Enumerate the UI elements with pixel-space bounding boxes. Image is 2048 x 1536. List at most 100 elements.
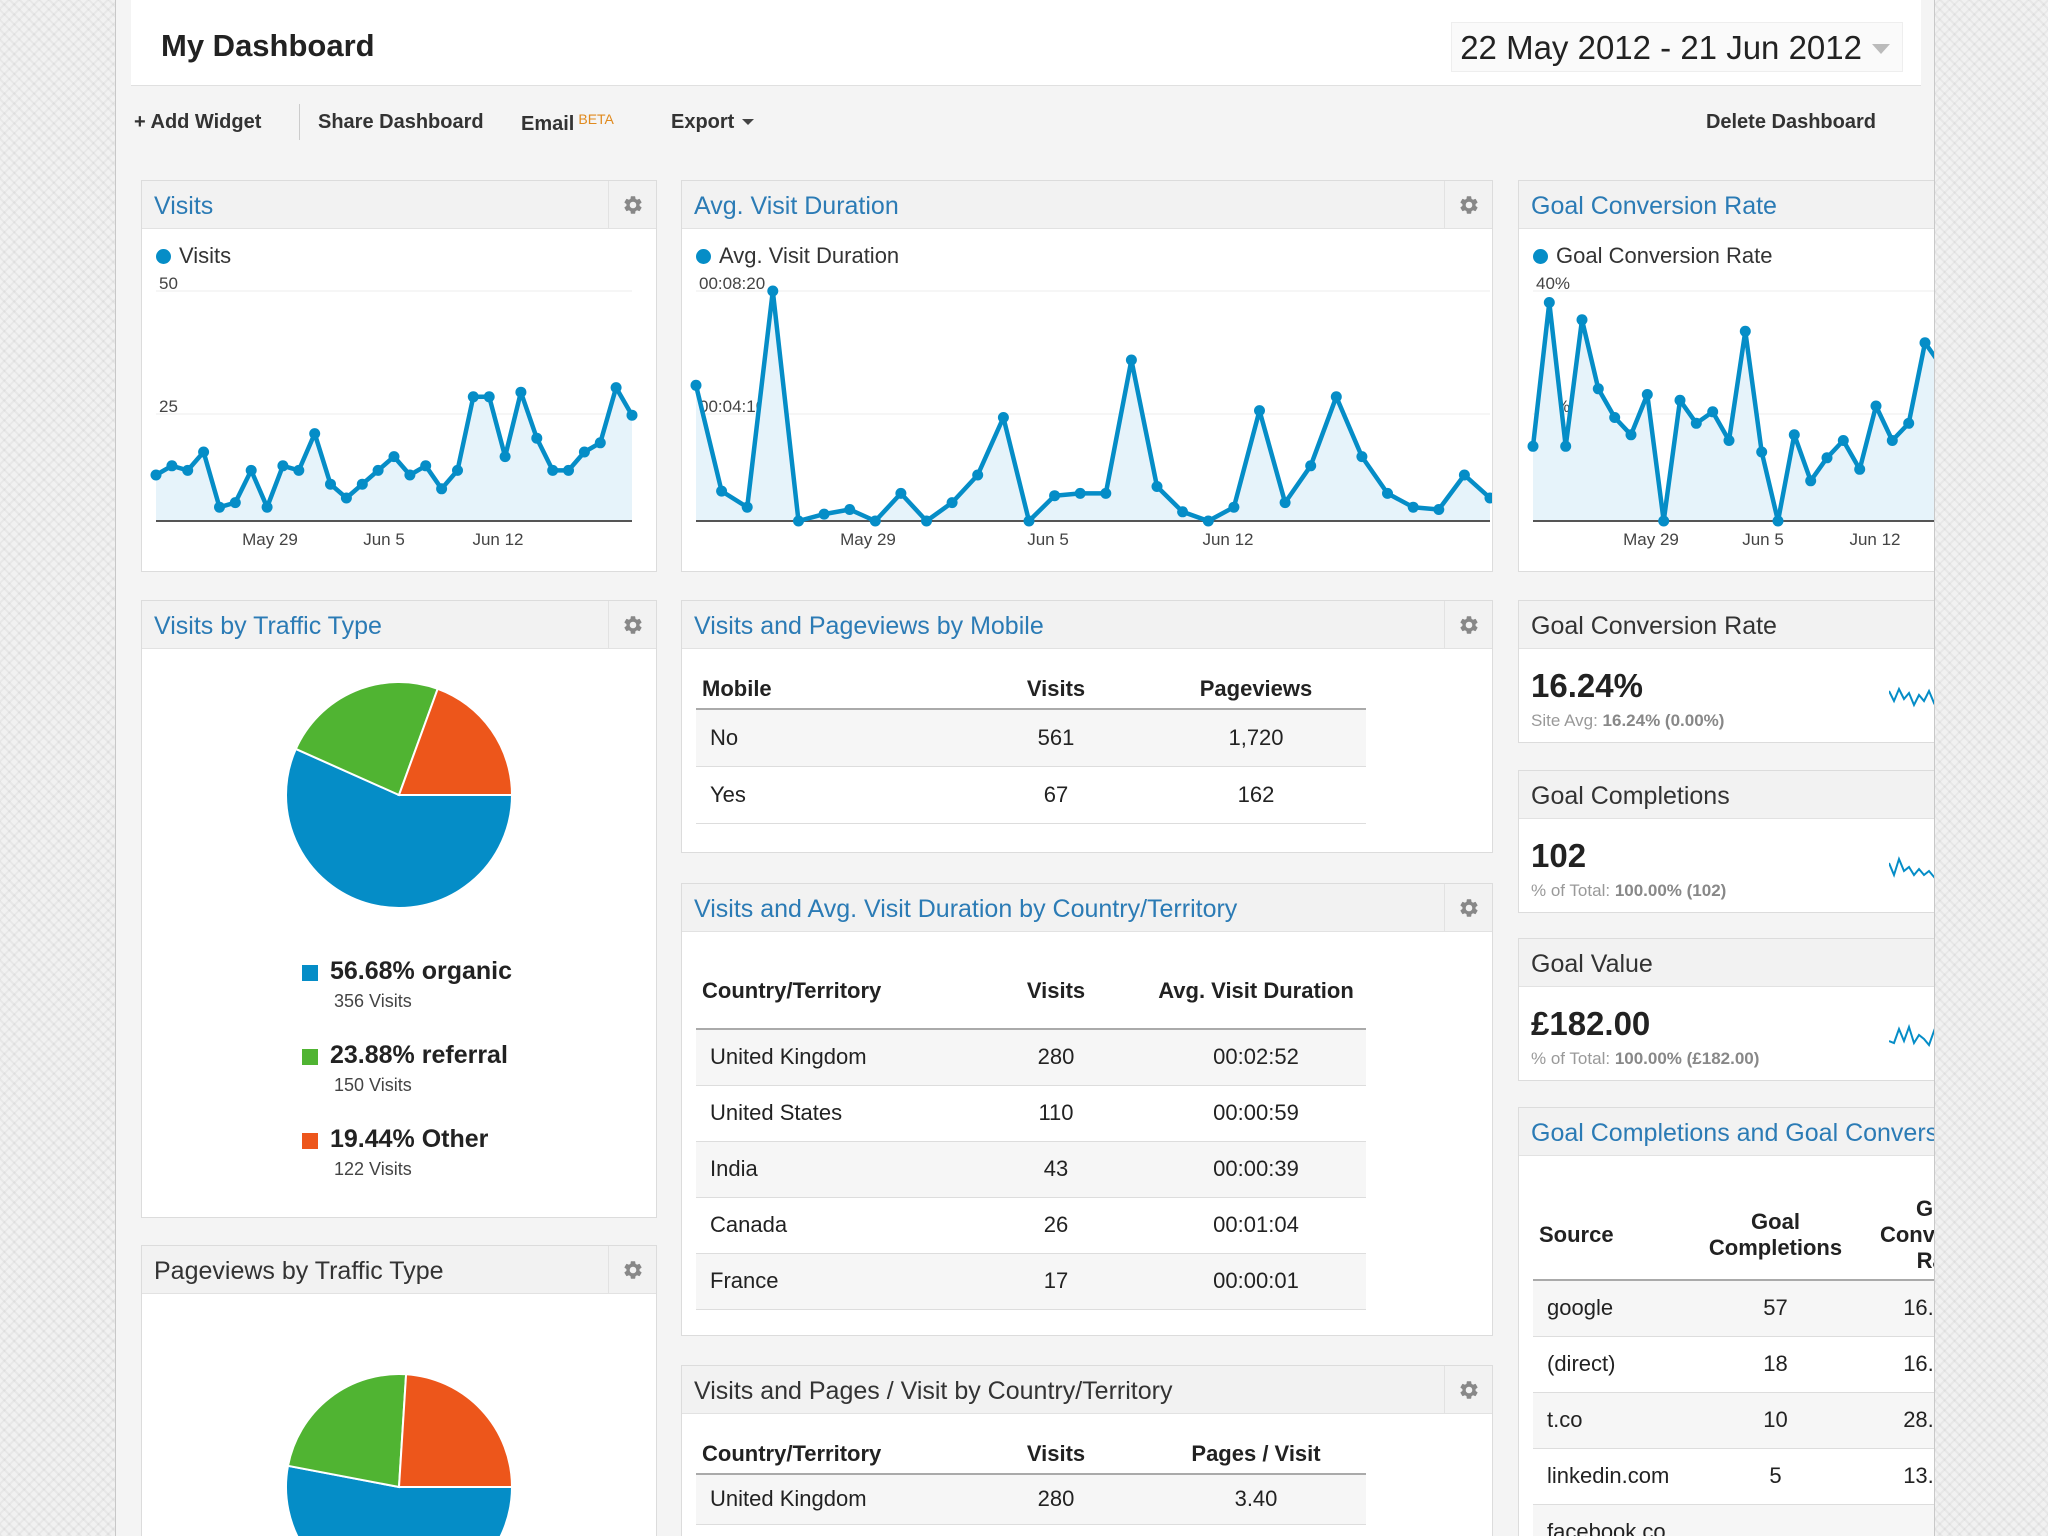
data-point[interactable] bbox=[499, 451, 511, 463]
data-point[interactable] bbox=[1254, 405, 1265, 417]
data-point[interactable] bbox=[166, 460, 178, 472]
data-point[interactable] bbox=[793, 515, 804, 527]
widget-settings-button[interactable] bbox=[1444, 181, 1492, 229]
data-point[interactable] bbox=[741, 501, 753, 513]
data-point[interactable] bbox=[1723, 435, 1735, 446]
visits-pie-chart[interactable] bbox=[142, 649, 657, 939]
export-dropdown[interactable]: Export bbox=[671, 111, 755, 134]
data-point[interactable] bbox=[515, 386, 527, 398]
data-point[interactable] bbox=[594, 437, 606, 449]
data-point[interactable] bbox=[1625, 429, 1637, 441]
data-point[interactable] bbox=[1739, 325, 1751, 337]
data-point[interactable] bbox=[1903, 417, 1915, 429]
column-header[interactable]: Visits bbox=[966, 954, 1146, 1030]
data-point[interactable] bbox=[1592, 383, 1604, 395]
data-point[interactable] bbox=[1707, 406, 1719, 418]
avg-duration-line-chart[interactable]: 00:08:20 00:04:10 May 29 Jun 5 Jun 12 bbox=[682, 229, 1493, 572]
data-point[interactable] bbox=[1202, 515, 1214, 527]
data-point[interactable] bbox=[1125, 354, 1137, 366]
pie-slice-other[interactable] bbox=[397, 687, 514, 796]
data-point[interactable] bbox=[690, 379, 702, 391]
column-header[interactable]: Visits bbox=[966, 1434, 1146, 1475]
data-point[interactable] bbox=[1458, 469, 1470, 481]
column-header[interactable]: Visits bbox=[966, 669, 1146, 710]
widget-header[interactable]: Visits and Pageviews by Mobile bbox=[682, 601, 1492, 649]
widget-header[interactable]: Pageviews by Traffic Type bbox=[142, 1246, 656, 1294]
pageviews-pie-chart[interactable] bbox=[142, 1294, 657, 1536]
widget-header[interactable]: Goal Completions and Goal Conversi... bbox=[1519, 1108, 1934, 1156]
column-header[interactable]: Country/Territory bbox=[696, 954, 966, 1030]
widget-settings-button[interactable] bbox=[1444, 884, 1492, 932]
data-point[interactable] bbox=[1674, 394, 1686, 406]
data-point[interactable] bbox=[1805, 475, 1817, 487]
column-header[interactable]: Source bbox=[1533, 1190, 1693, 1281]
data-point[interactable] bbox=[578, 446, 590, 458]
data-point[interactable] bbox=[1049, 490, 1061, 502]
data-point[interactable] bbox=[309, 428, 321, 440]
pie-slice-other[interactable] bbox=[397, 1373, 514, 1488]
delete-dashboard-button[interactable]: Delete Dashboard bbox=[1705, 111, 1876, 133]
data-point[interactable] bbox=[1690, 417, 1702, 429]
data-point[interactable] bbox=[293, 464, 305, 476]
data-point[interactable] bbox=[1279, 497, 1291, 509]
column-header[interactable]: Goal Completions bbox=[1693, 1190, 1858, 1281]
data-point[interactable] bbox=[1305, 460, 1317, 472]
widget-header[interactable]: Visits by Traffic Type bbox=[142, 601, 656, 649]
data-point[interactable] bbox=[921, 515, 932, 527]
data-point[interactable] bbox=[1527, 440, 1539, 452]
data-point[interactable] bbox=[869, 515, 881, 527]
data-point[interactable] bbox=[547, 464, 559, 476]
data-point[interactable] bbox=[1870, 400, 1882, 412]
visits-line-chart[interactable]: 50 25 May 29 Jun 5 Jun 12 bbox=[142, 229, 657, 572]
data-point[interactable] bbox=[1576, 314, 1588, 326]
data-point[interactable] bbox=[467, 391, 479, 403]
data-point[interactable] bbox=[214, 501, 225, 513]
column-header[interactable]: Avg. Visit Duration bbox=[1146, 954, 1366, 1030]
widget-settings-button[interactable] bbox=[1444, 1366, 1492, 1414]
data-point[interactable] bbox=[372, 464, 384, 476]
widget-settings-button[interactable] bbox=[1444, 601, 1492, 649]
data-point[interactable] bbox=[420, 460, 432, 472]
data-point[interactable] bbox=[1788, 429, 1800, 441]
data-point[interactable] bbox=[1407, 501, 1419, 513]
data-point[interactable] bbox=[1641, 389, 1653, 400]
widget-settings-button[interactable] bbox=[608, 1246, 656, 1294]
pie-slice-organic[interactable] bbox=[285, 1464, 514, 1536]
data-point[interactable] bbox=[356, 478, 368, 490]
data-point[interactable] bbox=[1330, 391, 1342, 403]
data-point[interactable] bbox=[997, 412, 1009, 423]
column-header[interactable]: Pages / Visit bbox=[1146, 1434, 1366, 1475]
data-point[interactable] bbox=[1658, 515, 1670, 527]
data-point[interactable] bbox=[245, 464, 257, 476]
widget-header[interactable]: Goal Value bbox=[1519, 939, 1934, 987]
data-point[interactable] bbox=[388, 451, 400, 463]
data-point[interactable] bbox=[1821, 452, 1833, 464]
pie-slice-organic[interactable] bbox=[285, 747, 514, 909]
column-header[interactable]: Goal Conversion Rate bbox=[1858, 1190, 1934, 1281]
widget-settings-button[interactable] bbox=[608, 601, 656, 649]
data-point[interactable] bbox=[946, 497, 958, 509]
data-point[interactable] bbox=[182, 464, 194, 476]
data-point[interactable] bbox=[1609, 412, 1621, 423]
data-point[interactable] bbox=[818, 508, 830, 520]
widget-header[interactable]: Goal Completions bbox=[1519, 771, 1934, 819]
data-point[interactable] bbox=[1484, 492, 1494, 504]
column-header[interactable]: Country/Territory bbox=[696, 1434, 966, 1475]
data-point[interactable] bbox=[1074, 487, 1086, 499]
data-point[interactable] bbox=[972, 469, 984, 481]
data-point[interactable] bbox=[1177, 506, 1189, 518]
data-point[interactable] bbox=[1100, 487, 1112, 499]
data-point[interactable] bbox=[483, 391, 495, 403]
widget-header[interactable]: Avg. Visit Duration bbox=[682, 181, 1492, 229]
column-header[interactable]: Mobile bbox=[696, 669, 966, 710]
data-point[interactable] bbox=[767, 285, 779, 297]
data-point[interactable] bbox=[1151, 481, 1163, 492]
share-dashboard-button[interactable]: Share Dashboard bbox=[318, 111, 484, 133]
pie-slice-referral[interactable] bbox=[286, 1373, 408, 1489]
data-point[interactable] bbox=[1560, 440, 1572, 452]
data-point[interactable] bbox=[277, 460, 289, 472]
widget-header[interactable]: Visits and Avg. Visit Duration by Countr… bbox=[682, 884, 1492, 932]
data-point[interactable] bbox=[1756, 446, 1768, 458]
email-button[interactable]: Email BETA bbox=[521, 111, 614, 136]
data-point[interactable] bbox=[340, 492, 352, 504]
